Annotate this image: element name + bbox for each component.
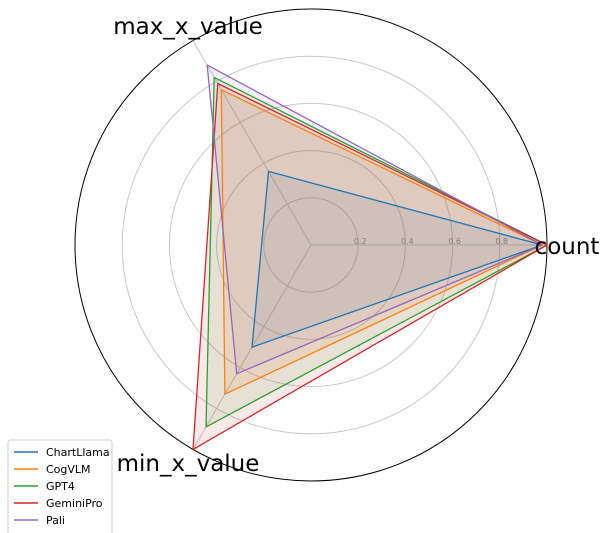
series-line-CogVLM — [220, 89, 543, 395]
series-fill-ChartLlama — [252, 171, 543, 348]
series-line-GPT4 — [205, 76, 548, 428]
series-fill-GPT4 — [206, 77, 547, 427]
series-fill-Pali — [207, 65, 543, 374]
legend-label-GPT4: GPT4 — [46, 480, 75, 493]
radial-tick-label: 0.6 — [448, 237, 461, 246]
axis-label-min_x_value: min_x_value — [117, 451, 260, 477]
series-line-Pali — [206, 64, 543, 375]
series-line-ChartLlama — [251, 170, 543, 348]
series-fill-CogVLM — [221, 89, 543, 395]
radial-tick-label: 0.8 — [495, 237, 508, 246]
legend-label-Pali: Pali — [46, 514, 65, 527]
legend-label-ChartLlama: ChartLlama — [46, 446, 110, 459]
axis-label-count: count — [535, 234, 600, 260]
series-line-GeminiPro — [192, 82, 548, 451]
legend-label-GeminiPro: GeminiPro — [46, 497, 103, 510]
legend-box — [7, 439, 113, 533]
radial-tick-label: 0.2 — [354, 237, 367, 246]
spoke-max_x_value — [192, 40, 312, 246]
radial-tick-label: 0.4 — [401, 237, 414, 246]
axis-label-max_x_value: max_x_value — [113, 14, 263, 40]
legend-label-CogVLM: CogVLM — [46, 463, 91, 476]
